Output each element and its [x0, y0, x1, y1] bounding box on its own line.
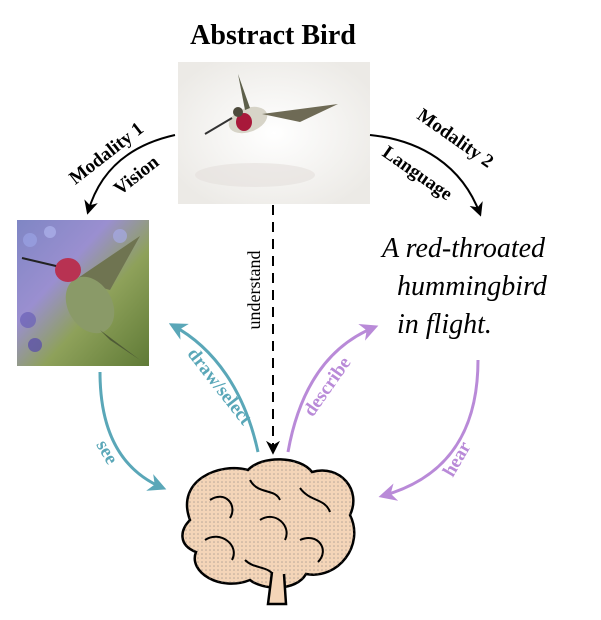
hear-arrow	[378, 359, 480, 501]
diagram-title: Abstract Bird	[190, 20, 356, 51]
hummingbird-photo	[17, 220, 149, 366]
describe-arrow	[286, 324, 379, 453]
draw-select-arrow	[168, 323, 260, 453]
hear-label: hear	[439, 438, 476, 481]
see-arrow	[98, 371, 167, 491]
vision-label: Vision	[110, 151, 163, 199]
arrow-to-language	[369, 134, 483, 217]
caption-line-3: in flight.	[397, 309, 492, 340]
caption-line-1: A red-throated	[380, 233, 546, 264]
brain-icon	[181, 458, 356, 606]
caption-line-2: hummingbird	[397, 271, 548, 302]
hummingbird-icon	[178, 62, 370, 204]
understand-label: understand	[244, 251, 264, 330]
draw-select-label: draw/select	[183, 344, 256, 430]
language-label: Language	[378, 142, 456, 205]
modality2-label: Modality 2	[413, 105, 497, 173]
arrow-to-vision	[84, 134, 176, 215]
caption-text: A red-throated hummingbird in flight.	[380, 233, 548, 340]
see-label: see	[92, 436, 122, 468]
